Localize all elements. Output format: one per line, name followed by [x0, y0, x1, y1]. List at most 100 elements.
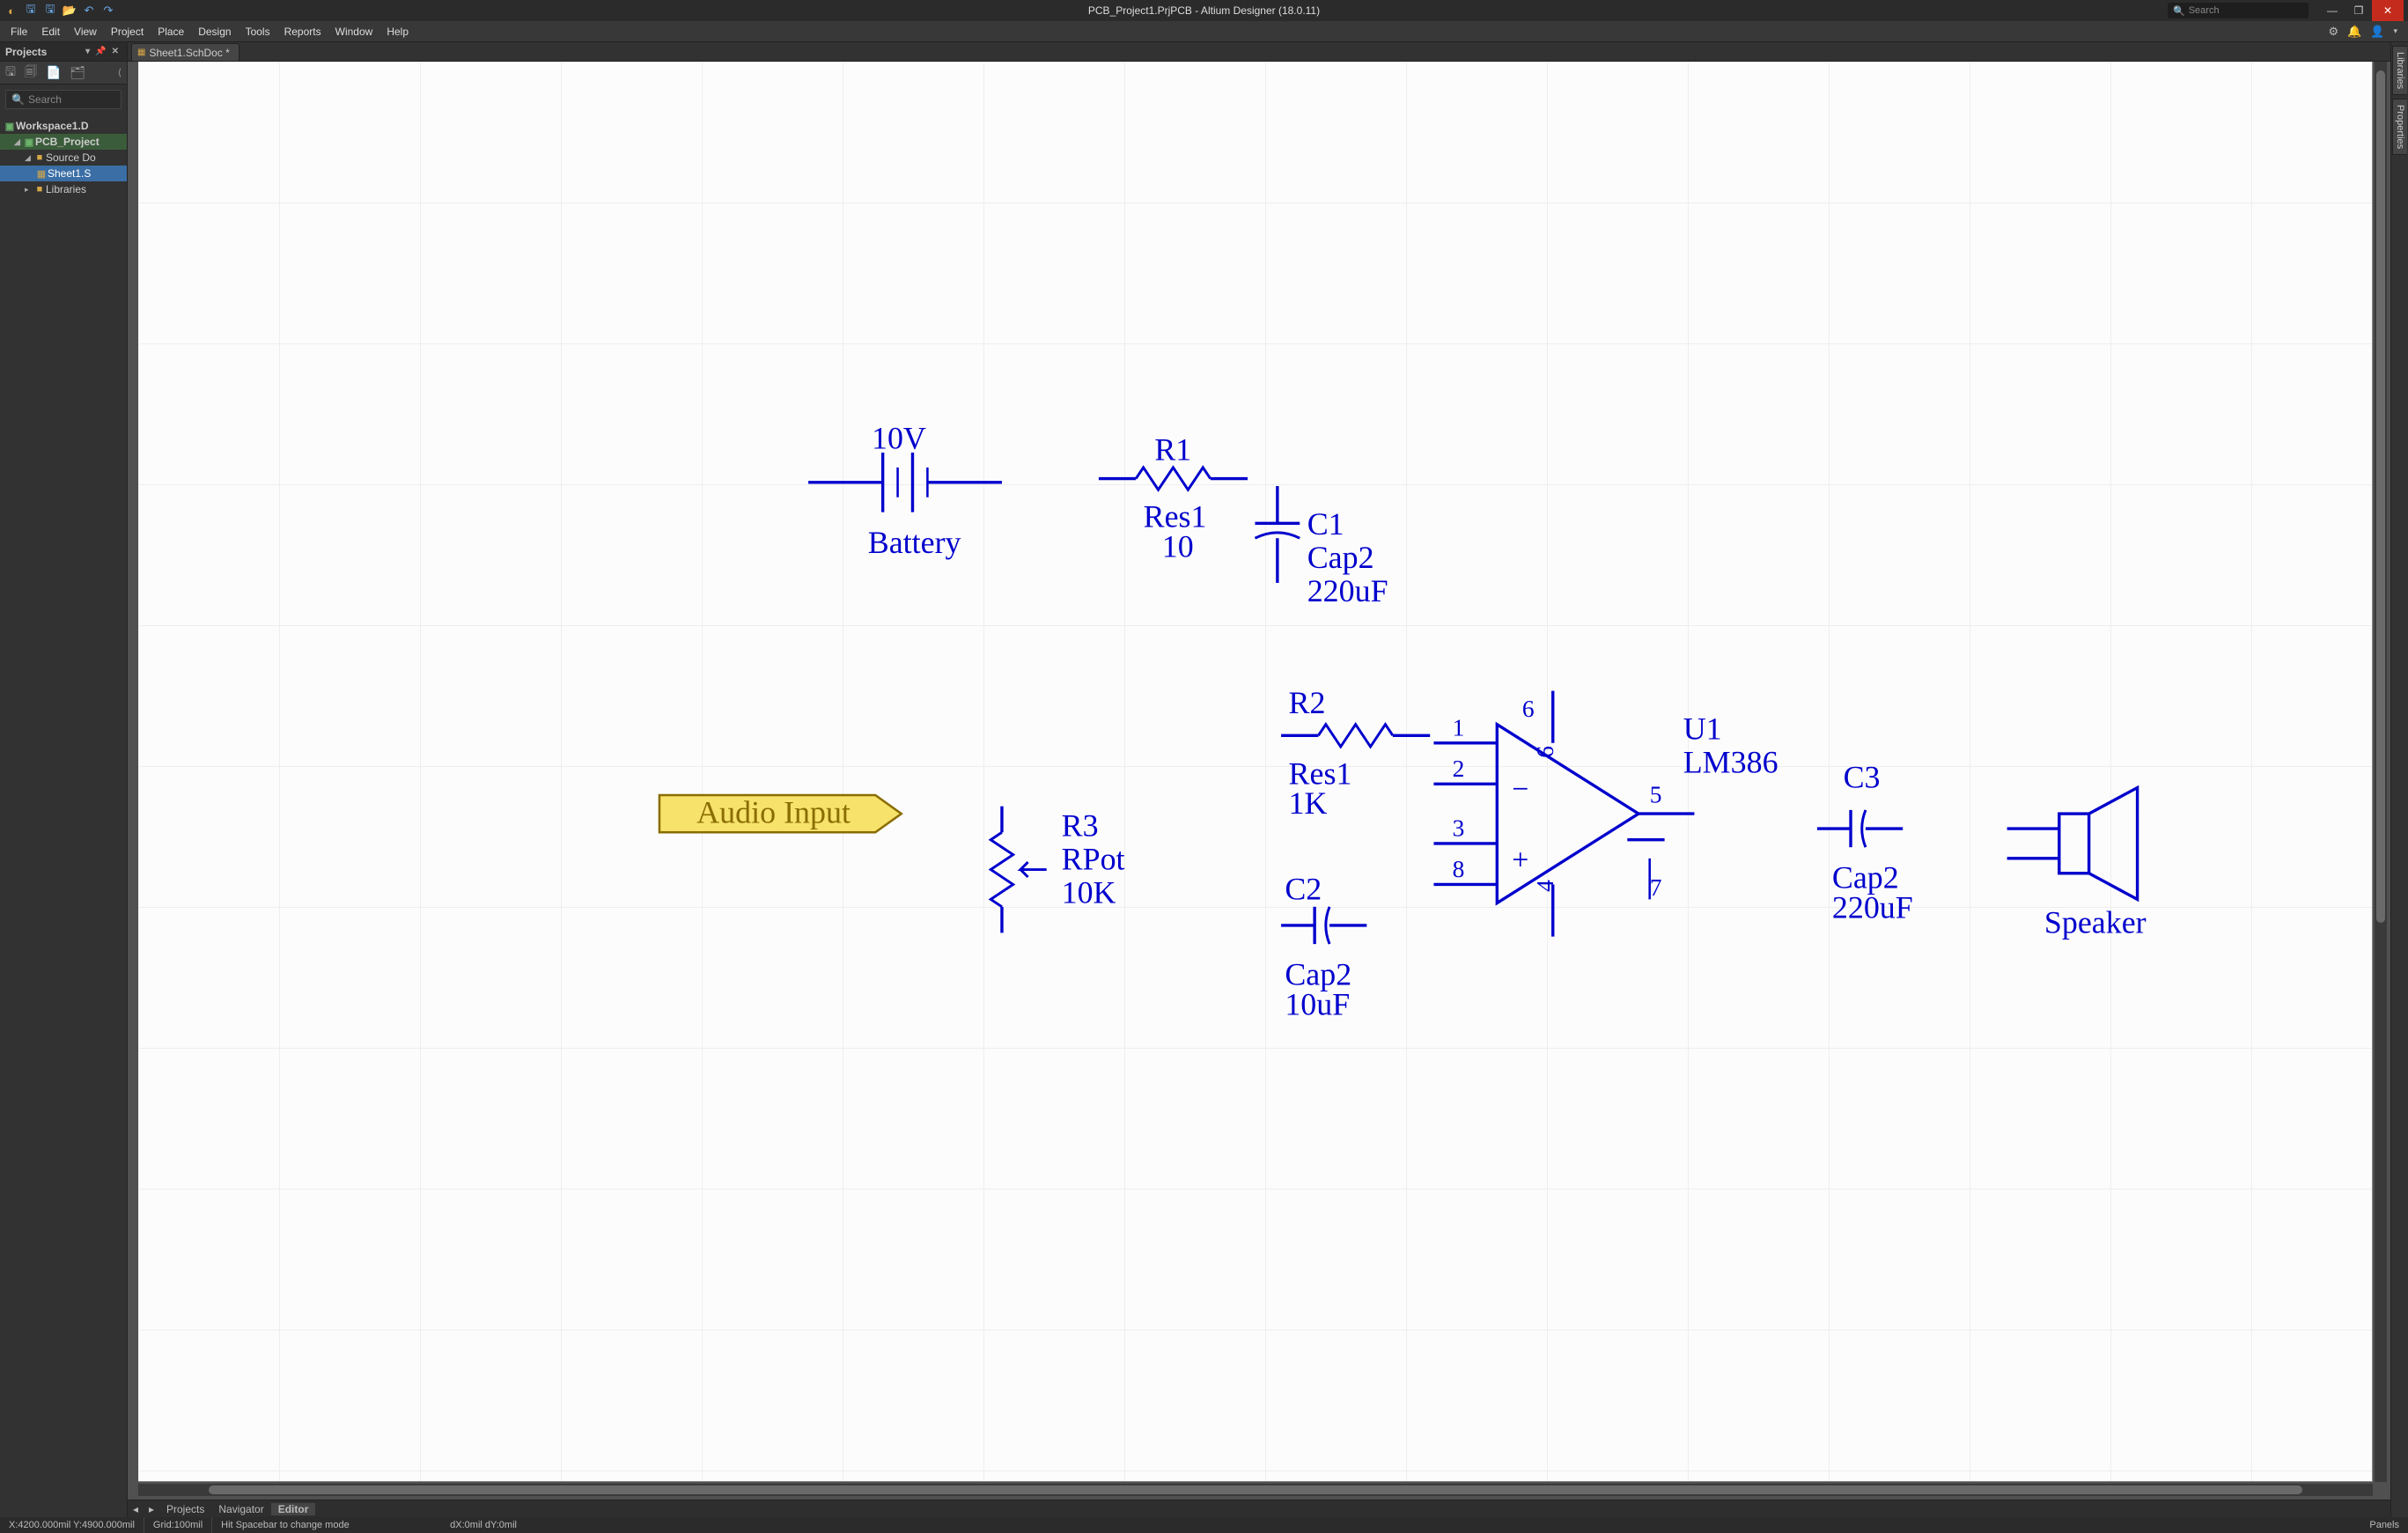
menu-tools[interactable]: Tools — [239, 26, 277, 38]
svg-text:6: 6 — [1522, 696, 1535, 722]
user-icon[interactable]: 👤 — [2370, 25, 2384, 39]
svg-text:220uF: 220uF — [1307, 573, 1388, 608]
projects-search-input[interactable]: 🔍 Search — [5, 90, 122, 109]
redo-icon[interactable]: ↷ — [101, 4, 115, 18]
svg-text:R3: R3 — [1062, 807, 1099, 843]
projects-panel-title: Projects — [5, 46, 47, 58]
status-coords: X:4200.000mil Y:4900.000mil — [0, 1517, 144, 1533]
minimize-button[interactable]: — — [2319, 0, 2345, 21]
document-tab[interactable]: ▦ Sheet1.SchDoc * — [131, 43, 239, 61]
projects-tree: ▣ Workspace1.D ◢ ▣ PCB_Project ◢ ■ Sourc… — [0, 114, 127, 1517]
rail-tab-properties[interactable]: Properties — [2392, 99, 2407, 155]
menu-view[interactable]: View — [67, 26, 104, 38]
notifications-bell-icon[interactable]: 🔔 — [2347, 25, 2361, 39]
open-icon[interactable]: 📂 — [63, 4, 77, 18]
svg-text:10V: 10V — [872, 421, 926, 456]
svg-text:Battery: Battery — [868, 525, 961, 560]
save-all-icon[interactable]: 🖫 — [43, 4, 57, 18]
folder-icon: ■ — [33, 152, 46, 163]
schematic-canvas[interactable]: ▼ ＋ ◻ ☰ ▮ ≋ ⏚ ⊢ ▭ ▭ ⊘ A ◠ Audio Input10V… — [128, 62, 2390, 1500]
panel-pin-icon[interactable]: 📌 — [92, 47, 108, 56]
document-tabstrip: ▦ Sheet1.SchDoc * — [128, 42, 2390, 62]
menu-reports[interactable]: Reports — [277, 26, 328, 38]
menu-project[interactable]: Project — [104, 26, 151, 38]
svg-text:3: 3 — [1453, 814, 1465, 841]
svg-text:LM386: LM386 — [1683, 745, 1778, 780]
svg-text:C1: C1 — [1307, 506, 1344, 542]
rail-tab-libraries[interactable]: Libraries — [2392, 46, 2407, 95]
panel-tb-icon-4[interactable]: 🗂 — [70, 65, 85, 80]
statusbar: X:4200.000mil Y:4900.000mil Grid:100mil … — [0, 1517, 2408, 1533]
close-button[interactable]: ✕ — [2372, 0, 2404, 21]
svg-text:C3: C3 — [1844, 760, 1881, 795]
editor-footer: ◂ ▸ Projects Navigator Editor — [128, 1500, 2390, 1517]
status-panels-button[interactable]: Panels — [2360, 1520, 2408, 1530]
projects-panel-toolbar: 🖫 🗐 📄 🗂 ⟨ — [0, 62, 127, 85]
footer-nav-prev-icon[interactable]: ◂ — [128, 1503, 144, 1515]
maximize-button[interactable]: ❐ — [2345, 0, 2372, 21]
svg-text:Cap2: Cap2 — [1307, 540, 1374, 575]
tree-libraries-label: Libraries — [46, 183, 86, 195]
save-icon[interactable]: 🖫 — [24, 4, 38, 18]
svg-text:220uF: 220uF — [1832, 890, 1913, 925]
schematic-sheet[interactable]: Audio Input10VBatteryR1Res110C1Cap2220uF… — [138, 62, 2373, 1482]
menubar: File Edit View Project Place Design Tool… — [0, 21, 2408, 42]
svg-text:1K: 1K — [1289, 785, 1328, 821]
menu-edit[interactable]: Edit — [34, 26, 67, 38]
svg-text:8: 8 — [1453, 856, 1465, 882]
footer-nav-next-icon[interactable]: ▸ — [144, 1503, 159, 1515]
projects-search-placeholder: Search — [28, 93, 62, 106]
panel-tb-icon-3[interactable]: 📄 — [46, 65, 61, 80]
svg-text:C2: C2 — [1285, 871, 1322, 906]
svg-text:6: 6 — [1532, 746, 1558, 758]
svg-text:Speaker: Speaker — [2044, 904, 2147, 940]
titlebar: ◐ 🖫 🖫 📂 ↶ ↷ PCB_Project1.PrjPCB - Altium… — [0, 0, 2408, 21]
menu-place[interactable]: Place — [151, 26, 191, 38]
tree-libraries[interactable]: ▸ ■ Libraries — [0, 181, 127, 197]
project-icon: ▣ — [23, 136, 35, 148]
global-search-input[interactable]: 🔍 Search — [2168, 3, 2309, 18]
svg-text:Audio Input: Audio Input — [696, 795, 851, 830]
panel-close-icon[interactable]: ✕ — [109, 47, 122, 56]
search-icon: 🔍 — [11, 93, 25, 106]
menu-items: File Edit View Project Place Design Tool… — [4, 26, 416, 38]
svg-text:5: 5 — [1650, 781, 1662, 807]
svg-text:2: 2 — [1453, 755, 1465, 782]
settings-gear-icon[interactable]: ⚙ — [2328, 25, 2338, 39]
svg-text:−: − — [1512, 773, 1528, 806]
menu-file[interactable]: File — [4, 26, 34, 38]
schdoc-icon: ▦ — [137, 48, 145, 57]
menu-design[interactable]: Design — [191, 26, 238, 38]
tree-project[interactable]: ◢ ▣ PCB_Project — [0, 134, 127, 150]
footer-tab-navigator[interactable]: Navigator — [211, 1503, 270, 1515]
footer-tab-projects[interactable]: Projects — [159, 1503, 211, 1515]
status-hint: Hit Spacebar to change mode — [212, 1517, 441, 1533]
undo-icon[interactable]: ↶ — [82, 4, 96, 18]
vertical-scrollbar[interactable] — [2375, 62, 2387, 1482]
svg-text:10uF: 10uF — [1285, 986, 1350, 1021]
projects-panel-header: Projects ▾ 📌 ✕ — [0, 42, 127, 62]
svg-text:10: 10 — [1162, 528, 1194, 564]
panel-tb-collapse-icon[interactable]: ⟨ — [118, 67, 122, 78]
panel-tb-icon-1[interactable]: 🖫 — [5, 63, 16, 84]
svg-text:7: 7 — [1650, 874, 1662, 901]
tree-source-docs-label: Source Do — [46, 151, 96, 164]
global-search-placeholder: Search — [2189, 5, 2220, 16]
svg-text:U1: U1 — [1683, 711, 1722, 747]
user-dropdown-icon[interactable]: ▾ — [2393, 26, 2397, 36]
menu-help[interactable]: Help — [379, 26, 416, 38]
document-tab-label: Sheet1.SchDoc * — [149, 47, 229, 59]
panel-menu-icon[interactable]: ▾ — [83, 47, 92, 56]
footer-tab-editor[interactable]: Editor — [271, 1503, 316, 1515]
horizontal-scrollbar[interactable] — [138, 1484, 2373, 1496]
svg-text:R2: R2 — [1289, 685, 1326, 720]
chevron-right-icon: ▸ — [25, 185, 33, 195]
tree-source-docs[interactable]: ◢ ■ Source Do — [0, 150, 127, 166]
altium-logo-icon: ◐ — [4, 4, 18, 18]
workspace-icon: ▣ — [4, 121, 16, 132]
menu-window[interactable]: Window — [328, 26, 380, 38]
tree-sheet-doc[interactable]: ▦ Sheet1.S — [0, 166, 127, 181]
panel-tb-icon-2[interactable]: 🗐 — [25, 63, 37, 84]
tree-workspace[interactable]: ▣ Workspace1.D — [0, 118, 127, 134]
chevron-down-icon: ◢ — [14, 137, 23, 147]
